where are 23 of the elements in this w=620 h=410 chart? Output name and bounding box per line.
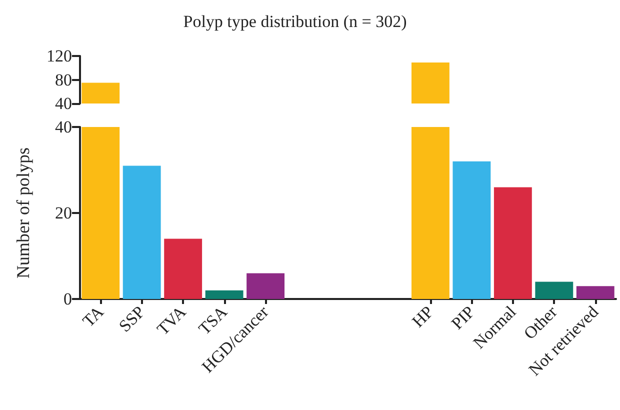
x-tick-label: TVA xyxy=(153,302,190,339)
y-axis-title: Number of polyps xyxy=(13,148,33,278)
x-tick-label: PIP xyxy=(448,302,478,334)
y-tick-label: 40 xyxy=(55,94,72,113)
y-tick-label: 40 xyxy=(55,118,72,136)
y-tick-label: 0 xyxy=(64,290,72,308)
bar xyxy=(494,187,532,299)
y-tick-label: 80 xyxy=(55,70,72,90)
bar xyxy=(452,161,491,299)
bar xyxy=(122,166,161,299)
bar xyxy=(205,290,244,299)
bar xyxy=(164,238,202,299)
bar xyxy=(535,282,574,299)
y-tick-label: 120 xyxy=(46,46,72,66)
x-tick-label: SSP xyxy=(115,302,149,336)
bar xyxy=(246,273,285,299)
y-tick-label: 20 xyxy=(55,204,72,222)
bar xyxy=(82,127,120,299)
bar xyxy=(411,127,450,299)
chart-title: Polyp type distribution (n = 302) xyxy=(183,12,407,31)
bar xyxy=(576,286,614,299)
x-tick-label: HP xyxy=(408,302,438,332)
x-tick-label: TA xyxy=(78,302,108,331)
